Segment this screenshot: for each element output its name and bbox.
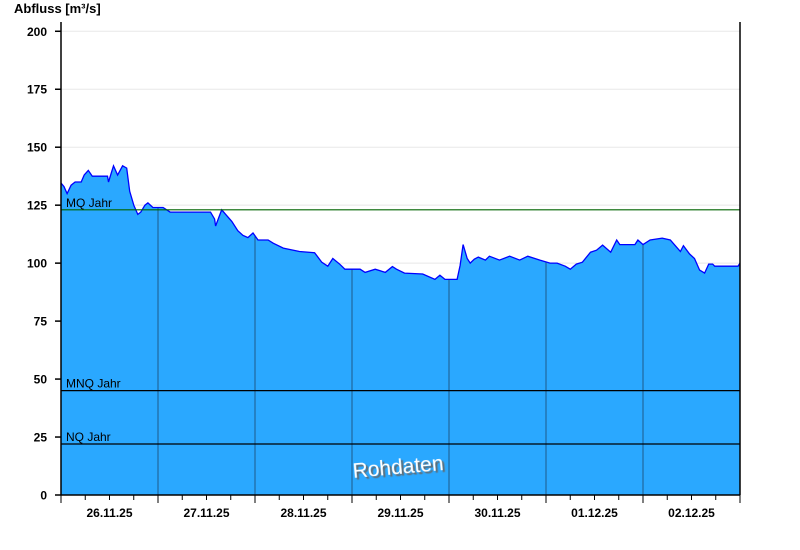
y-tick-label: 25 [34, 431, 48, 445]
x-tick-label: 01.12.25 [571, 506, 618, 520]
y-tick-label: 100 [27, 257, 47, 271]
y-axis-label: Abfluss [m³/s] [14, 1, 101, 16]
discharge-area [61, 165, 740, 496]
axes: 0 25 50 75 100 125 150 175 200 26.11.25 27.11.25 28… [27, 22, 741, 520]
x-tick-label: 29.11.25 [377, 506, 423, 520]
reference-lines: MQ Jahr MNQ Jahr NQ Jahr [61, 196, 740, 445]
y-tick-label: 175 [27, 83, 47, 97]
y-tick-label: 200 [27, 25, 47, 39]
x-tick-label: 02.12.25 [668, 506, 715, 520]
reference-line-label: NQ Jahr [66, 430, 111, 444]
plot-area [60, 163, 741, 496]
y-tick-label: 75 [34, 315, 48, 329]
x-tick-label: 27.11.25 [183, 506, 229, 520]
x-tick-label: 30.11.25 [474, 506, 520, 520]
y-tick-label: 150 [27, 141, 47, 155]
y-tick-label: 125 [27, 199, 47, 213]
x-tick-label: 28.11.25 [280, 506, 326, 520]
reference-line-label: MNQ Jahr [66, 377, 121, 391]
reference-line-label: MQ Jahr [66, 196, 112, 210]
y-tick-label: 50 [34, 373, 48, 387]
y-tick-label: 0 [40, 489, 47, 503]
x-tick-label: 26.11.25 [86, 506, 132, 520]
